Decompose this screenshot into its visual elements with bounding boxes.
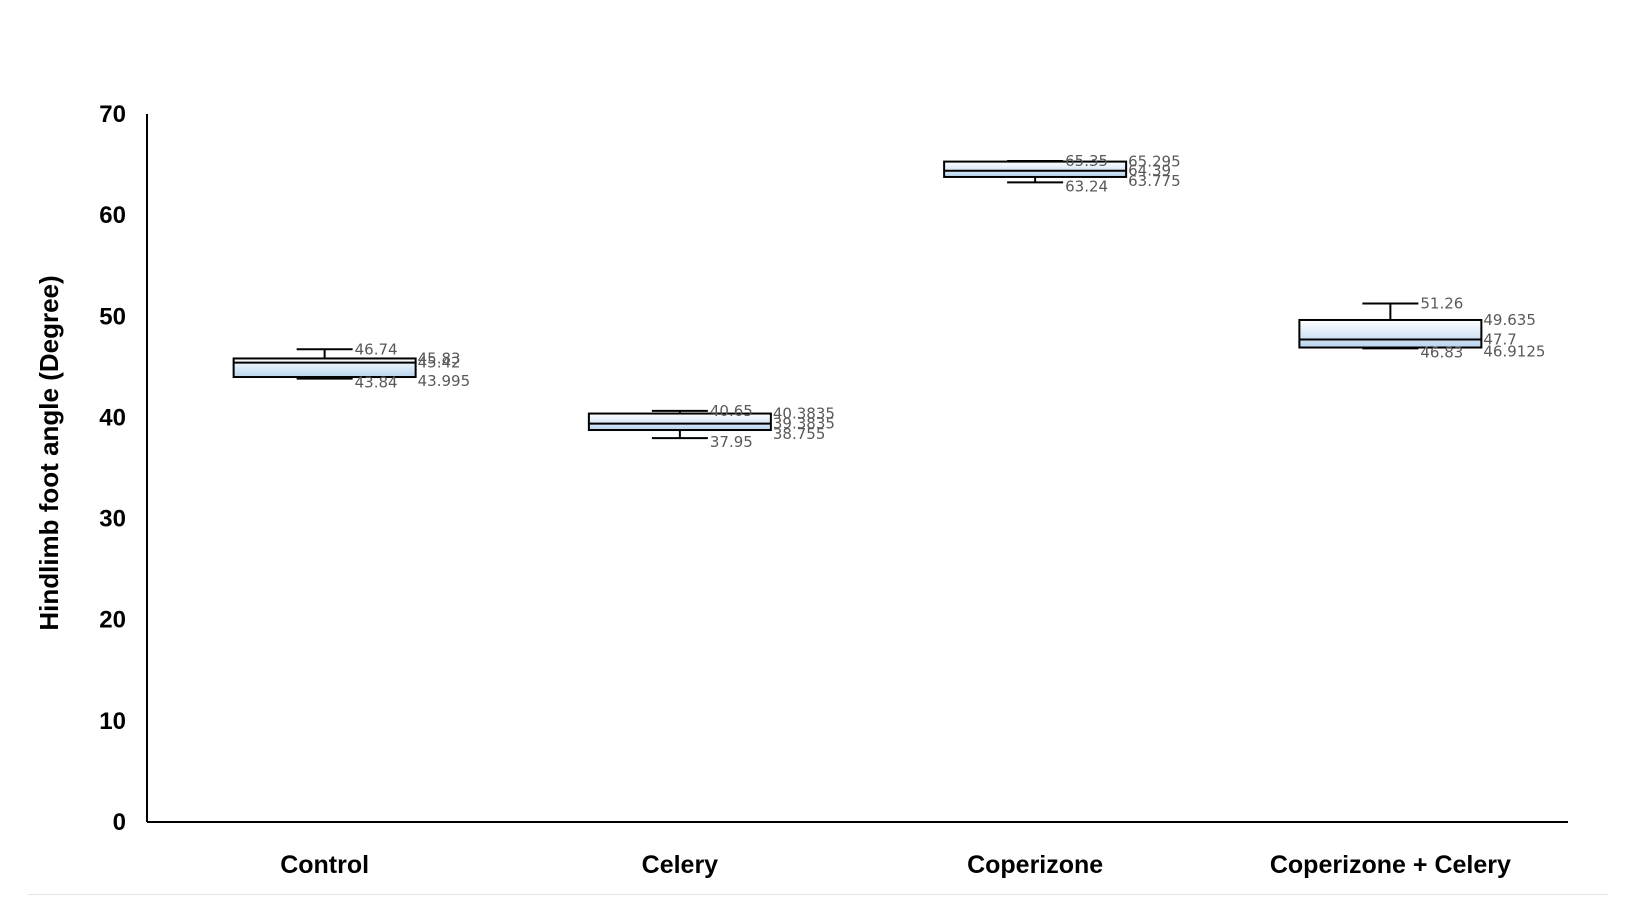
y-axis: 0 10 20 30 40 50 60 70 [99,101,148,836]
label-median: 39.3835 [773,415,835,433]
label-q3: 65.295 [1128,153,1181,171]
label-min: 43.84 [355,374,398,392]
label-max: 40.65 [710,402,753,420]
y-tick-label: 20 [99,607,126,634]
label-max: 65.35 [1065,152,1108,170]
label-q3: 45.83 [418,349,461,367]
y-tick-label: 30 [99,506,126,533]
label-min: 63.24 [1065,177,1108,195]
y-tick-label: 10 [99,708,126,735]
y-tick-label: 70 [99,101,126,128]
label-max: 51.26 [1420,295,1463,313]
label-min: 46.83 [1420,343,1463,361]
y-axis-title: Hindlimb foot angle (Degree) [34,275,64,630]
label-q1: 46.9125 [1483,343,1545,361]
label-q3: 49.635 [1483,311,1536,329]
label-q3: 40.3835 [773,405,835,423]
box-iqr [1298,318,1483,349]
x-category-label: Control [280,851,369,879]
label-max: 46.74 [355,340,398,358]
box-iqr [943,160,1128,178]
label-min: 37.95 [710,433,753,451]
x-category-label: Celery [642,851,719,879]
label-q1: 63.775 [1128,172,1181,190]
y-tick-label: 0 [113,809,126,836]
y-tick-label: 40 [99,404,126,431]
label-median: 47.7 [1483,331,1516,349]
bottom-divider [28,894,1608,895]
box-iqr [587,412,772,432]
x-axis: Control Celery Coperizone Coperizone + Cele… [147,821,1568,879]
label-median: 45.42 [418,354,461,372]
box-group: 51.26 49.635 47.7 46.83 46.9125 [1298,295,1545,361]
y-tick-label: 50 [99,303,126,330]
y-tick-label: 60 [99,202,126,229]
x-category-label: Coperizone [967,851,1103,879]
label-q1: 43.995 [418,372,471,390]
x-category-label: Coperizone + Celery [1270,851,1511,879]
label-median: 64.39 [1128,162,1171,180]
label-q1: 38.755 [773,425,826,443]
